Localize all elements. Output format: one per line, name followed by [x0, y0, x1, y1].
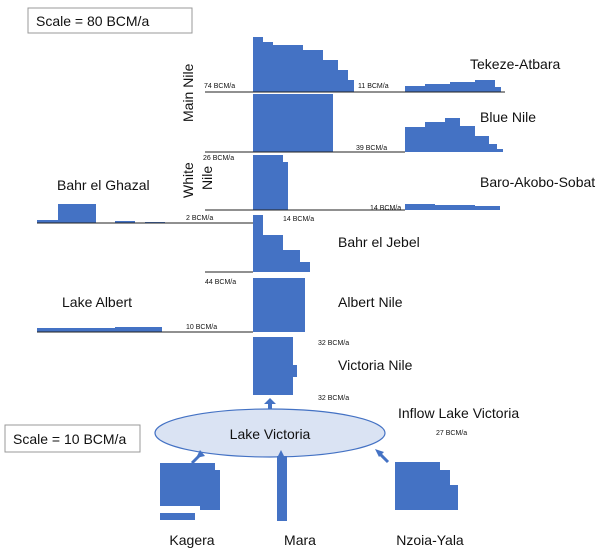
river-label: Bahr el Ghazal [57, 177, 150, 193]
hydrograph [253, 94, 333, 152]
arrow [377, 451, 390, 464]
flow-label: 26 BCM/a [203, 155, 234, 162]
flow-label: 32 BCM/a [318, 340, 349, 347]
lake [154, 408, 386, 458]
hydrograph [37, 327, 162, 332]
hydrograph [405, 204, 500, 210]
hydrograph [37, 204, 165, 223]
hydrograph [160, 463, 220, 520]
river-label: Inflow Lake Victoria [398, 405, 519, 421]
scale-box [27, 7, 193, 34]
hydrograph [253, 337, 297, 395]
river-label: Mara [284, 532, 316, 548]
river-label: Baro-Akobo-Sobat [480, 174, 595, 190]
flow-label: 10 BCM/a [186, 324, 217, 331]
river-label: White [180, 162, 196, 198]
flow-label: 32 BCM/a [318, 395, 349, 402]
arrow [264, 398, 276, 410]
river-label: Bahr el Jebel [338, 234, 420, 250]
scale-label: Scale = 10 BCM/a [13, 431, 126, 447]
scale-box [4, 424, 141, 453]
flow-label: 44 BCM/a [205, 279, 236, 286]
river-label: Main Nile [180, 63, 196, 122]
flow-label: 2 BCM/a [186, 215, 213, 222]
hydrograph [405, 80, 501, 92]
river-label: Nzoia-Yala [396, 532, 464, 548]
flow-label: 14 BCM/a [370, 205, 401, 212]
flow-label: 11 BCM/a [358, 83, 389, 90]
river-label: Blue Nile [480, 109, 536, 125]
scale-label: Scale = 80 BCM/a [36, 13, 149, 29]
river-label: Nile [199, 166, 215, 190]
hydrograph [253, 37, 354, 92]
hydrograph [253, 155, 288, 210]
flow-label: 27 BCM/a [436, 430, 467, 437]
hydrograph [395, 462, 458, 510]
river-label: Albert Nile [338, 294, 403, 310]
hydrograph [253, 215, 310, 272]
flow-label: 74 BCM/a [204, 83, 235, 90]
hydrograph [277, 456, 287, 521]
hydrograph [405, 118, 503, 152]
river-label: Kagera [169, 532, 214, 548]
river-label: Tekeze-Atbara [470, 56, 560, 72]
river-label: Victoria Nile [338, 357, 413, 373]
flow-label: 39 BCM/a [356, 145, 387, 152]
flow-label: 14 BCM/a [283, 216, 314, 223]
arrow [190, 452, 203, 465]
lake-label: Lake Victoria [230, 426, 311, 442]
hydrograph [253, 278, 305, 332]
river-label: Lake Albert [62, 294, 132, 310]
